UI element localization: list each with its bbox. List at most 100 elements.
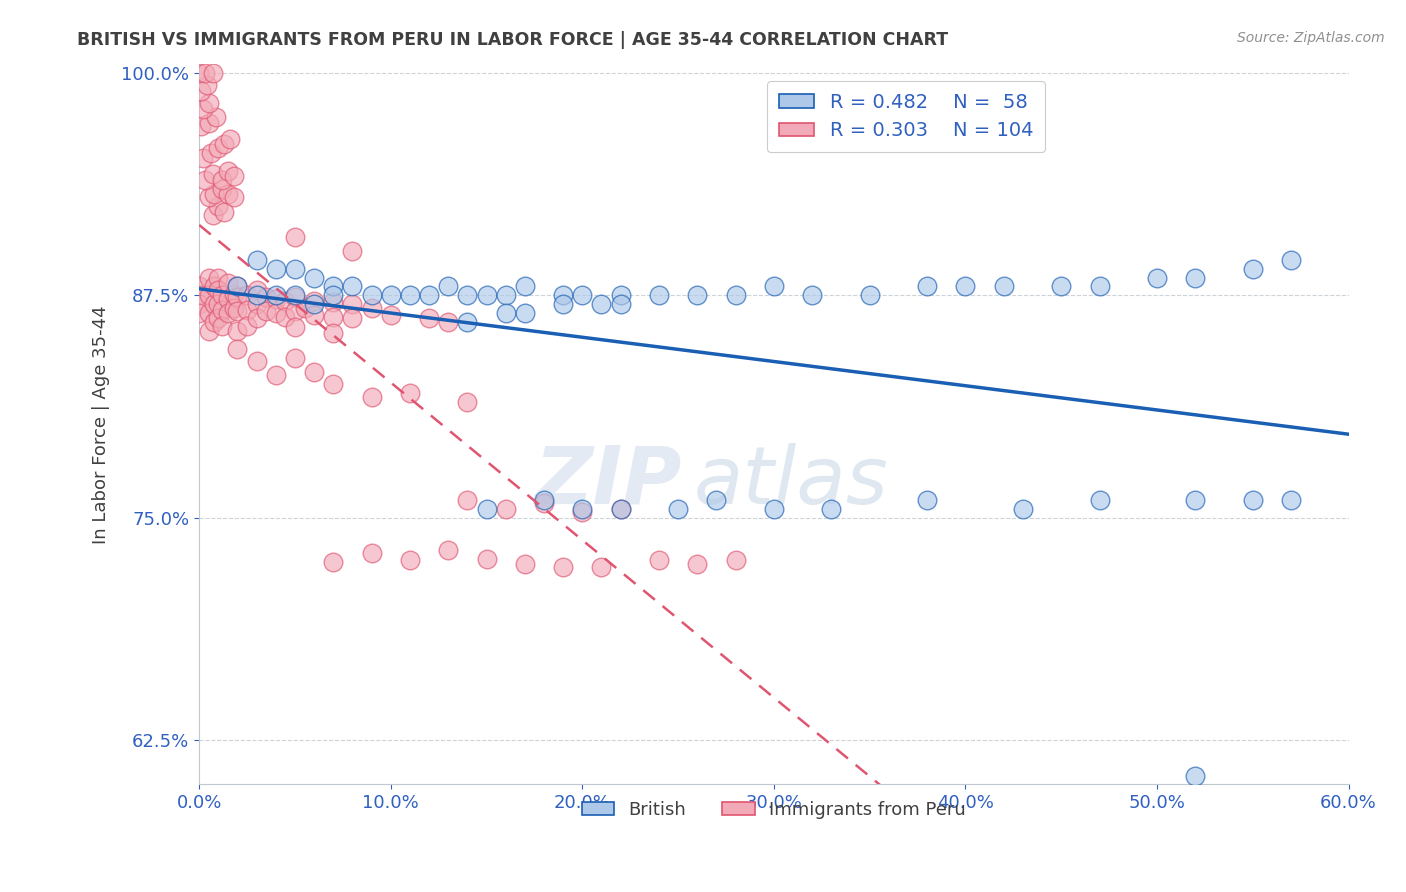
Point [246,354,269,368]
Point [609,297,631,311]
Point [1184,768,1206,782]
Text: Source: ZipAtlas.com: Source: ZipAtlas.com [1237,31,1385,45]
Point [1146,270,1168,285]
Point [217,306,239,320]
Point [188,288,211,302]
Point [513,306,536,320]
Point [360,390,382,404]
Point [284,288,307,302]
Point [191,152,214,166]
Point [342,297,364,311]
Point [254,304,277,318]
Point [993,279,1015,293]
Point [226,279,249,293]
Point [302,270,325,285]
Text: BRITISH VS IMMIGRANTS FROM PERU IN LABOR FORCE | AGE 35-44 CORRELATION CHART: BRITISH VS IMMIGRANTS FROM PERU IN LABOR… [77,31,949,49]
Point [197,270,219,285]
Point [226,324,249,338]
Point [217,186,239,201]
Point [495,306,517,320]
Point [360,546,382,560]
Point [513,279,536,293]
Point [571,505,593,519]
Point [820,501,842,516]
Point [553,560,575,574]
Point [456,288,478,302]
Point [859,288,882,302]
Point [204,279,226,293]
Point [212,137,235,152]
Point [211,288,233,302]
Point [380,288,402,302]
Point [188,66,211,80]
Point [302,297,325,311]
Point [226,342,249,356]
Point [188,297,211,311]
Point [264,292,287,306]
Point [211,181,233,195]
Point [456,395,478,409]
Point [724,288,747,302]
Point [475,288,498,302]
Point [217,292,239,306]
Point [226,304,249,318]
Y-axis label: In Labor Force | Age 35-44: In Labor Force | Age 35-44 [93,305,110,543]
Point [218,132,240,146]
Point [205,111,228,125]
Point [190,84,212,98]
Point [207,297,229,311]
Point [1241,261,1264,276]
Point [475,501,498,516]
Text: atlas: atlas [693,442,889,521]
Point [456,315,478,329]
Point [591,297,613,311]
Point [284,261,307,276]
Point [418,288,440,302]
Point [360,288,382,302]
Point [246,288,269,302]
Point [591,560,613,574]
Point [1279,492,1302,507]
Point [302,308,325,322]
Point [212,204,235,219]
Point [322,295,344,310]
Point [274,293,297,308]
Point [553,297,575,311]
Point [222,169,245,183]
Point [322,310,344,324]
Point [188,279,211,293]
Point [211,302,233,317]
Point [322,555,344,569]
Point [609,501,631,516]
Point [207,311,229,326]
Point [1088,492,1111,507]
Point [437,315,460,329]
Point [342,311,364,326]
Point [1184,492,1206,507]
Point [302,365,325,379]
Point [207,141,229,155]
Point [211,172,233,186]
Point [360,301,382,315]
Point [1050,279,1073,293]
Point [418,311,440,326]
Point [264,261,287,276]
Point [648,288,671,302]
Text: ZIP: ZIP [534,442,682,521]
Point [801,288,824,302]
Point [533,496,555,510]
Point [197,116,219,130]
Point [254,290,277,304]
Point [1088,279,1111,293]
Point [246,283,269,297]
Point [284,304,307,318]
Point [1279,252,1302,267]
Point [284,290,307,304]
Point [380,308,402,322]
Point [342,244,364,258]
Point [264,368,287,383]
Point [246,311,269,326]
Point [284,229,307,244]
Point [195,78,218,93]
Point [264,306,287,320]
